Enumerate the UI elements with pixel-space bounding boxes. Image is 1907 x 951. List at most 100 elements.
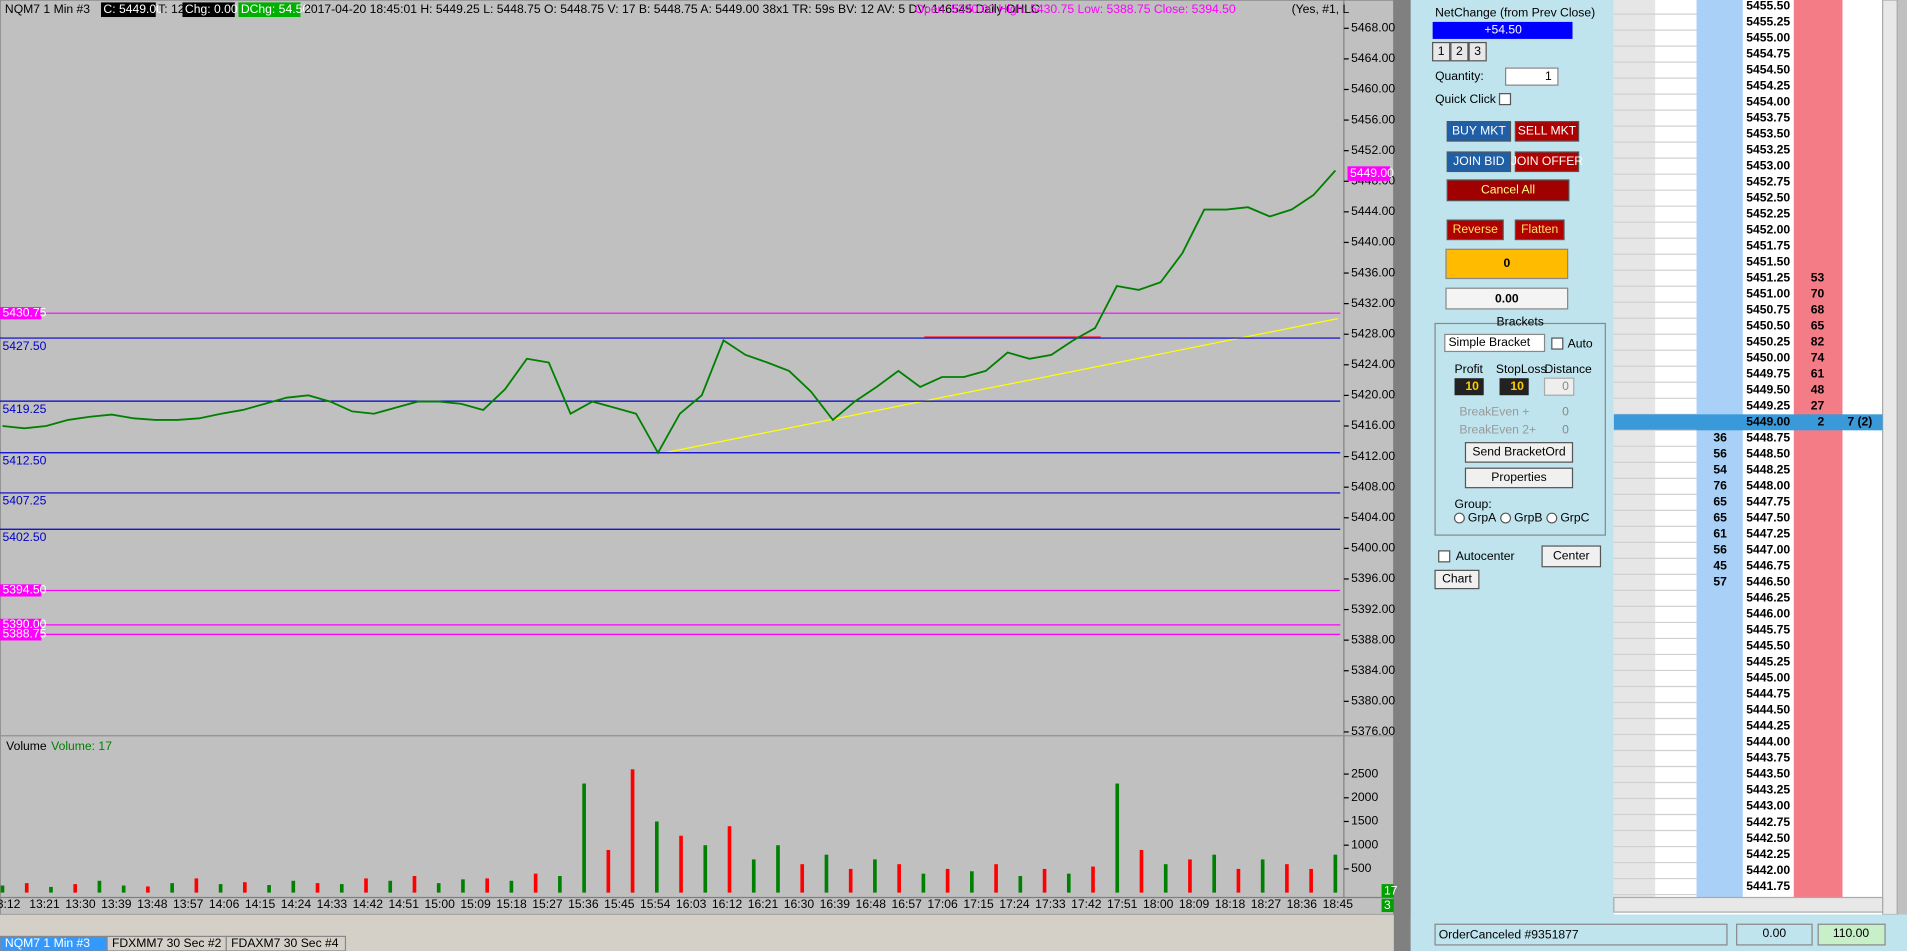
trend-line [666, 318, 1338, 453]
tail: (Yes, #1, L [1292, 2, 1350, 16]
bid-size: 54 [1713, 463, 1727, 477]
cancel-all[interactable] [1446, 179, 1570, 202]
chart-button-label: Chart [1442, 572, 1472, 586]
ladder-price: 5454.25 [1746, 78, 1790, 92]
quantity-box[interactable] [1505, 67, 1559, 86]
x-tick-label: 14:42 [353, 897, 384, 911]
orders: 7 (2) [1847, 415, 1872, 429]
stoploss-box[interactable] [1499, 378, 1529, 396]
profit-box[interactable] [1454, 378, 1484, 396]
x-tick-label: 16:57 [891, 897, 922, 911]
ladder-price: 5448.25 [1746, 463, 1790, 477]
profit-label: Profit [1455, 362, 1484, 376]
price-line [2, 169, 1337, 455]
ladder-price: 5453.75 [1746, 110, 1790, 124]
y-tick-label: 5396.00 [1351, 571, 1395, 585]
properties[interactable] [1464, 467, 1574, 489]
y-tick-label: 5400.00 [1351, 541, 1395, 555]
page-button[interactable] [1468, 41, 1487, 62]
radio[interactable] [1546, 512, 1558, 524]
volume-bar [339, 884, 344, 893]
buy-mkt[interactable] [1446, 121, 1512, 142]
ask-size: 68 [1811, 302, 1825, 316]
properties-label: Properties [1491, 470, 1546, 484]
x-tick-label: 13:21 [29, 897, 60, 911]
level-label-bg [0, 618, 42, 631]
y-tick-label: 1500 [1351, 814, 1378, 828]
bracket-select[interactable] [1444, 333, 1546, 353]
join-offer[interactable] [1514, 151, 1580, 173]
x-tick-label: 15:36 [568, 897, 599, 911]
volume-bar [751, 859, 756, 893]
ladder-price: 5446.25 [1746, 591, 1790, 605]
tab[interactable] [225, 935, 347, 951]
volume-bar [1115, 783, 1120, 893]
volume-bar [1018, 876, 1023, 893]
ladder-price: 5447.75 [1746, 495, 1790, 509]
scrollbar-v [1882, 0, 1898, 916]
x-tick-label: 18:18 [1215, 897, 1246, 911]
ladder-price: 5454.00 [1746, 94, 1790, 108]
x-tick-label: 16:39 [820, 897, 851, 911]
x-tick-label: 14:06 [209, 897, 240, 911]
ladder-price: 5451.25 [1746, 270, 1790, 284]
status-right: 110.00 [1833, 926, 1870, 940]
dchg: DChg: 54.50 [241, 2, 309, 16]
distance-label: Distance [1545, 362, 1593, 376]
radio[interactable] [1500, 512, 1512, 524]
chart-button[interactable] [1434, 569, 1480, 590]
volume-badge: 17 [1384, 884, 1398, 898]
group-option: GrpB [1514, 510, 1542, 524]
level-label: 5402.50 [3, 530, 47, 544]
volume-bar [485, 878, 490, 893]
tab-label: NQM7 1 Min #3 [5, 936, 90, 950]
x-tick-label: 13:39 [101, 897, 132, 911]
position-box [1445, 248, 1569, 280]
y-tick-label: 5420.00 [1351, 388, 1395, 402]
x-tick-label: 17:42 [1071, 897, 1102, 911]
ladder-price: 5449.00 [1746, 415, 1790, 429]
group-label: Group: [1455, 497, 1492, 511]
autocenter-check[interactable] [1438, 550, 1451, 563]
flatten[interactable] [1514, 219, 1565, 241]
radio[interactable] [1453, 512, 1465, 524]
y-tick-label: 5428.00 [1351, 326, 1395, 340]
auto-check[interactable] [1551, 337, 1564, 350]
volume-bar [533, 873, 538, 893]
distance-box[interactable] [1543, 377, 1575, 396]
sell-mkt[interactable] [1514, 121, 1580, 142]
bid-size: 56 [1713, 543, 1727, 557]
x-tick-label: 18:00 [1143, 897, 1174, 911]
y-tick-label: 5460.00 [1351, 82, 1395, 96]
ladder-price: 5452.25 [1746, 206, 1790, 220]
send-bracket[interactable] [1464, 442, 1574, 463]
x-tick-label: 17:33 [1035, 897, 1066, 911]
y-tick-label: 5452.00 [1351, 143, 1395, 157]
volume-bar [921, 873, 926, 893]
volume-bar [1163, 864, 1168, 893]
join-bid[interactable] [1446, 151, 1512, 173]
tab-label: FDXMM7 30 Sec #2 [112, 936, 222, 950]
center[interactable] [1541, 545, 1602, 568]
page-button[interactable] [1432, 41, 1451, 62]
last-price-bg [1347, 166, 1391, 181]
netchange-label: NetChange (from Prev Close) [1435, 6, 1595, 20]
x-tick-label: 16:21 [748, 897, 779, 911]
ladder-price: 5442.00 [1746, 863, 1790, 877]
bid-size: 36 [1713, 431, 1727, 445]
brackets-title: Brackets [1497, 314, 1544, 328]
reverse[interactable] [1446, 219, 1504, 241]
page-button[interactable] [1450, 41, 1469, 62]
level-label: 5388.75 [3, 627, 47, 641]
checkbox[interactable] [1498, 93, 1512, 106]
x-tick-label: 18:09 [1179, 897, 1210, 911]
splitter [1393, 0, 1411, 951]
ladder-price: 5444.25 [1746, 719, 1790, 733]
volume-bar [1042, 868, 1047, 893]
buy-mkt-label: BUY MKT [1452, 124, 1506, 138]
x-tick-label: 13:30 [65, 897, 96, 911]
volume-bar [1091, 866, 1095, 893]
y-tick-label: 2000 [1351, 790, 1378, 804]
ask-size: 65 [1811, 318, 1825, 332]
